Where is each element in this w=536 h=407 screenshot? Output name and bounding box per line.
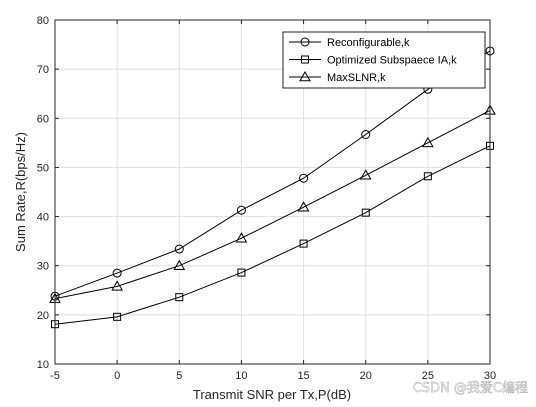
y-tick-label: 30 bbox=[37, 261, 49, 273]
legend-marker-circle bbox=[300, 37, 310, 47]
data-point-square bbox=[113, 312, 122, 321]
x-tick-label: -5 bbox=[50, 370, 60, 382]
legend: Reconfigurable,k Optimized Subspaece IA,k… bbox=[282, 31, 486, 89]
series-group bbox=[49, 46, 496, 329]
legend-entry-square: Optimized Subspaece IA,k bbox=[289, 55, 457, 67]
data-point-square bbox=[175, 293, 184, 302]
tick-labels: -5 0 5 10 15 20 25 30 10 20 30 40 50 60 70 80 bbox=[37, 15, 496, 382]
x-tick-label: 10 bbox=[235, 370, 247, 382]
y-tick-label: 80 bbox=[37, 15, 49, 27]
series-square bbox=[51, 141, 494, 329]
x-tick-label: 0 bbox=[114, 370, 120, 382]
x-tick-label: 25 bbox=[422, 370, 434, 382]
series-line-square bbox=[54, 145, 491, 325]
data-point-square bbox=[237, 268, 246, 277]
series-line-triangle bbox=[54, 109, 491, 300]
plot-frame bbox=[54, 19, 491, 365]
x-axis-label: Transmit SNR per Tx,P(dB) bbox=[193, 387, 351, 402]
series-line-circle bbox=[54, 50, 491, 297]
legend-marker-triangle bbox=[299, 70, 311, 82]
data-point-triangle bbox=[173, 259, 186, 270]
y-tick-label: 50 bbox=[37, 162, 49, 174]
legend-label-triangle: MaxSLNR,k bbox=[327, 72, 386, 84]
data-point-circle bbox=[236, 205, 246, 215]
legend-label-circle: Reconfigurable,k bbox=[327, 37, 410, 49]
data-point-circle bbox=[112, 268, 122, 278]
x-tick-label: 30 bbox=[484, 370, 496, 382]
data-point-circle bbox=[174, 244, 184, 254]
legend-marker-square bbox=[301, 55, 309, 64]
data-point-circle bbox=[299, 173, 309, 183]
y-tick-label: 20 bbox=[37, 310, 49, 322]
data-point-square bbox=[299, 239, 308, 248]
y-tick-label: 40 bbox=[37, 212, 49, 224]
x-tick-label: 20 bbox=[360, 370, 372, 382]
data-point-triangle bbox=[359, 169, 372, 180]
legend-entry-circle: Reconfigurable,k bbox=[289, 37, 410, 49]
x-tick-label: 15 bbox=[297, 370, 309, 382]
data-point-triangle bbox=[235, 232, 248, 243]
data-point-circle bbox=[361, 130, 371, 140]
y-tick-label: 60 bbox=[37, 113, 49, 125]
x-tick-label: 5 bbox=[176, 370, 182, 382]
watermark-text: CSDN @我爱C编程 bbox=[413, 381, 528, 396]
data-point-square bbox=[423, 172, 432, 181]
data-point-triangle bbox=[421, 136, 434, 148]
y-axis-label: Sum Rate,R(bps/Hz) bbox=[13, 132, 28, 252]
data-point-square bbox=[361, 208, 370, 217]
data-point-triangle bbox=[111, 280, 124, 291]
legend-label-square: Optimized Subspaece IA,k bbox=[327, 55, 457, 67]
y-tick-label: 10 bbox=[37, 359, 49, 371]
legend-entry-triangle: MaxSLNR,k bbox=[289, 70, 386, 84]
y-tick-label: 70 bbox=[37, 64, 49, 76]
data-point-triangle bbox=[297, 201, 310, 212]
